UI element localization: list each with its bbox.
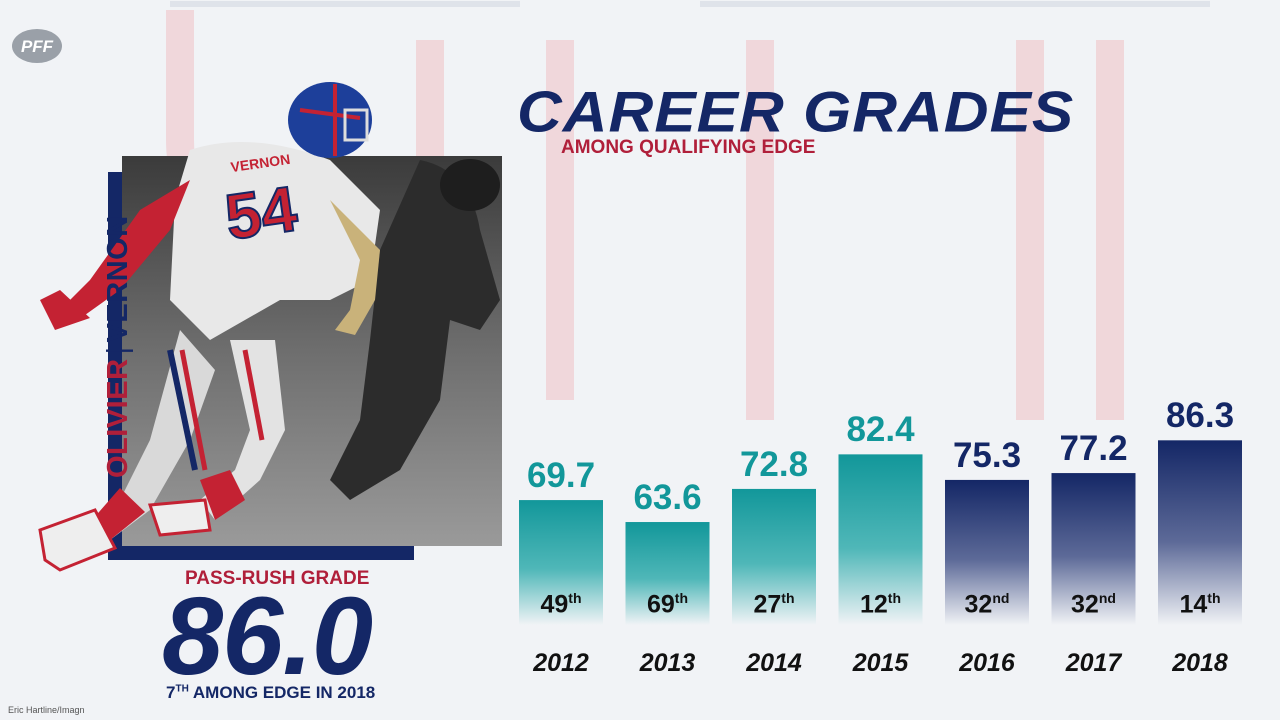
rank-number: 12	[859, 590, 888, 619]
year-label-2018: 2018	[1172, 649, 1228, 677]
rank-label-2012: 49th	[519, 590, 603, 619]
name-separator: |	[102, 346, 134, 355]
jersey-number: 54	[221, 172, 302, 253]
bar-2018	[1158, 440, 1242, 625]
chart-title: CAREER GRADES	[517, 80, 1075, 145]
year-label-2012: 2012	[533, 649, 589, 677]
rank-suffix: th	[781, 590, 795, 606]
player-first-name: OLIVIER	[102, 358, 134, 478]
pass-rush-value: 86.0	[162, 575, 373, 698]
pass-rush-label: PASS-RUSH GRADE	[185, 568, 370, 589]
bar-2016	[945, 479, 1029, 625]
career-grades-chart: 69.7 49th 2012 63.6 69th 2013 72.8 27th 2014 82.4…	[500, 230, 1260, 700]
rank-suffix: nd	[1098, 590, 1116, 606]
bar-value-label-2013: 63.6	[633, 478, 702, 518]
bar-value-label-2018: 86.3	[1165, 396, 1235, 436]
bar-2012	[519, 500, 603, 625]
rank-label-2014: 27th	[732, 590, 816, 619]
year-label-2014: 2014	[746, 649, 802, 677]
bar-2015	[838, 454, 923, 625]
year-label-2015: 2015	[852, 649, 909, 677]
logo-text: PFF	[21, 37, 54, 56]
rank-number: 49	[540, 590, 569, 619]
pff-logo: PFF	[11, 26, 63, 66]
year-label-2017: 2017	[1065, 649, 1122, 677]
bar-2013	[625, 522, 710, 625]
rank-label-2018: 14th	[1158, 590, 1242, 619]
year-label-2013: 2013	[639, 649, 696, 677]
bar-value-label-2012: 69.7	[526, 456, 596, 496]
player-name: OLIVIER | VERNON	[102, 215, 135, 478]
chart-subtitle: AMONG QUALIFYING EDGE	[561, 137, 816, 158]
rank-number: 7	[166, 683, 176, 702]
rank-suffix: TH	[175, 683, 189, 695]
rank-suffix: th	[1207, 590, 1221, 606]
chart-bars	[519, 440, 1242, 625]
rank-number: 32	[964, 590, 993, 619]
rank-number: 32	[1071, 590, 1099, 619]
rank-number: 69	[646, 590, 675, 619]
bar-value-label-2016: 75.3	[952, 435, 1022, 475]
year-label-2016: 2016	[959, 649, 1015, 677]
bar-value-label-2015: 82.4	[846, 410, 915, 450]
player-photo: 54 VERNON	[38, 82, 502, 572]
rank-label-2015: 12th	[839, 590, 923, 619]
rank-suffix: th	[568, 590, 582, 606]
rank-suffix: nd	[992, 590, 1010, 606]
rank-text: AMONG EDGE IN 2018	[188, 683, 376, 702]
bar-2017	[1051, 473, 1136, 625]
pass-rush-rank: 7TH AMONG EDGE IN 2018	[166, 683, 375, 703]
photo-credit: Eric Hartline/Imagn	[8, 705, 85, 715]
bar-value-label-2017: 77.2	[1059, 429, 1128, 469]
bar-value-label-2014: 72.8	[739, 444, 809, 484]
rank-suffix: th	[887, 590, 902, 606]
rank-number: 14	[1179, 590, 1208, 619]
rank-suffix: th	[674, 590, 689, 606]
chart-header: CAREER GRADES AMONG QUALIFYING EDGE	[517, 80, 1137, 160]
rank-label-2013: 69th	[626, 590, 710, 619]
player-last-name: VERNON	[102, 215, 134, 343]
bar-2014	[732, 488, 816, 625]
rank-label-2016: 32nd	[945, 590, 1029, 619]
rank-number: 27	[753, 590, 782, 619]
rank-label-2017: 32nd	[1052, 590, 1136, 619]
